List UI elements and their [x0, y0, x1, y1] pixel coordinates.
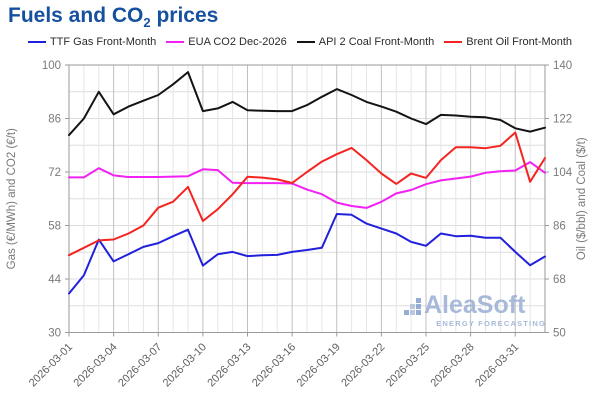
legend-item-2: API 2 Coal Front-Month — [296, 36, 435, 48]
series-line-ttf-gas-front-month — [68, 213, 546, 295]
right-axis-title: Oil ($/bbl) and Coal ($/t) — [576, 137, 588, 260]
x-tick-label: 2026-03-10 — [161, 341, 209, 389]
aleasoft-watermark: AleaSoft ENERGY FORECASTING — [404, 293, 546, 328]
left-tick-label: 86 — [48, 114, 61, 126]
x-tick-label: 2026-03-31 — [473, 341, 521, 389]
title-prefix: Fuels and CO — [8, 4, 144, 27]
left-tick-label: 30 — [48, 328, 61, 340]
right-tick-label: 104 — [553, 167, 573, 179]
x-tick-label: 2026-03-28 — [428, 341, 476, 389]
legend-label: Brent Oil Front-Month — [466, 36, 573, 48]
right-tick-label: 122 — [553, 114, 572, 126]
legend-label: TTF Gas Front-Month — [49, 36, 157, 48]
legend-swatch-icon — [444, 41, 463, 43]
title-subscript: 2 — [143, 15, 151, 31]
series-line-api-2-coal-front-month — [68, 71, 546, 137]
left-tick-label: 58 — [48, 221, 61, 233]
left-axis-title: Gas (€/MWh) and CO2 (€/t) — [6, 128, 18, 269]
plot-border — [68, 64, 546, 333]
right-tick-label: 140 — [553, 60, 572, 72]
x-tick-label: 2026-03-16 — [250, 341, 298, 389]
title-suffix: prices — [150, 4, 219, 27]
legend-item-3: Brent Oil Front-Month — [444, 36, 572, 48]
left-tick-label: 100 — [42, 60, 61, 72]
legend-item-0: TTF Gas Front-Month — [27, 36, 157, 48]
x-tick-label: 2026-03-01 — [27, 341, 75, 389]
left-tick-label: 44 — [48, 274, 61, 286]
legend-swatch-icon — [166, 41, 185, 43]
right-tick-label: 86 — [553, 221, 566, 233]
legend-swatch-icon — [296, 41, 315, 43]
x-tick-label: 2026-03-25 — [384, 341, 432, 389]
chart-legend: TTF Gas Front-Month EUA CO2 Dec-2026 API 2… — [0, 36, 600, 48]
right-tick-label: 68 — [553, 274, 566, 286]
x-tick-label: 2026-03-07 — [116, 341, 164, 389]
legend-label: API 2 Coal Front-Month — [318, 36, 435, 48]
aleasoft-logo-icon — [404, 298, 421, 315]
series-line-eua-co2-dec-2026 — [68, 161, 546, 209]
x-tick-label: 2026-03-13 — [205, 341, 253, 389]
series-line-brent-oil-front-month — [68, 131, 546, 257]
legend-label: EUA CO2 Dec-2026 — [188, 36, 287, 48]
x-tick-label: 2026-03-04 — [71, 341, 119, 389]
right-tick-label: 50 — [553, 328, 566, 340]
x-tick-label: 2026-03-19 — [295, 341, 343, 389]
watermark-name: AleaSoft — [424, 291, 526, 319]
page-title: Fuels and CO2 prices — [8, 4, 218, 30]
x-tick-label: 2026-03-22 — [339, 341, 387, 389]
legend-swatch-icon — [27, 41, 46, 43]
left-tick-label: 72 — [48, 167, 61, 179]
watermark-tagline: ENERGY FORECASTING — [436, 319, 546, 328]
legend-item-1: EUA CO2 Dec-2026 — [166, 36, 287, 48]
